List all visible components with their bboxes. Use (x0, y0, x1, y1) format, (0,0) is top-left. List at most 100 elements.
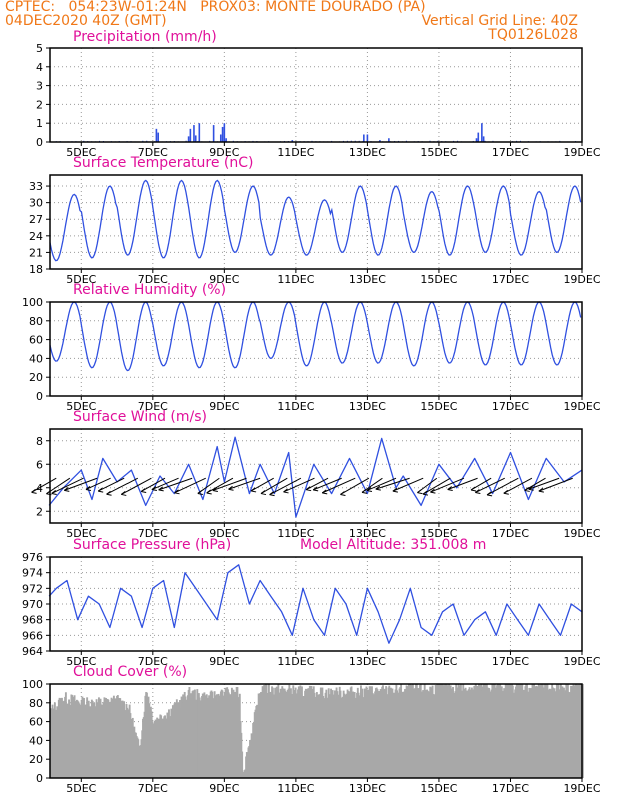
panel-title: Precipitation (mm/h) (73, 29, 217, 45)
y-tick-label: 1 (36, 117, 43, 130)
x-tick-label: 7DEC (138, 400, 168, 413)
wind-vector (97, 477, 125, 492)
wind-arrowhead (306, 489, 312, 492)
y-tick-label: 24 (29, 230, 43, 243)
wind-arrowhead (97, 487, 103, 492)
model-altitude-label: Model Altitude: 351.008 m (300, 537, 486, 553)
panel-frame (49, 683, 583, 779)
header-grid-line: Vertical Grid Line: 40Z (421, 13, 578, 29)
x-tick-label: 11DEC (277, 400, 314, 413)
x-tick-label: 17DEC (492, 782, 529, 795)
wind-arrowhead (64, 489, 70, 492)
wind-arrowhead (151, 486, 157, 490)
series-line (48, 564, 583, 644)
wind-arrowhead (98, 490, 104, 493)
wind-arrowhead (51, 492, 57, 495)
wind-arrowhead (197, 492, 203, 495)
precip-bar (366, 134, 369, 142)
y-tick-label: 27 (29, 213, 43, 226)
y-tick-label: 970 (22, 598, 43, 611)
y-tick-label: 972 (22, 582, 43, 595)
wind-arrowhead (269, 494, 275, 497)
x-tick-label: 17DEC (492, 400, 529, 413)
wind-vector (269, 477, 302, 496)
x-tick-label: 17DEC (492, 655, 529, 668)
wind-arrowhead (470, 489, 477, 492)
header-date: 04DEC2020 40Z (GMT) (5, 13, 167, 29)
wind-vector (212, 477, 247, 491)
panel-title: Cloud Cover (%) (73, 664, 187, 680)
wind-arrowhead (475, 489, 480, 493)
x-tick-label: 19DEC (563, 146, 600, 159)
wind-vector (140, 477, 166, 492)
y-tick-label: 4 (36, 61, 43, 74)
precip-bar (225, 138, 227, 142)
x-tick-label: 9DEC (209, 527, 239, 540)
precip-bar (194, 135, 197, 142)
y-tick-label: 0 (36, 390, 43, 403)
wind-arrowhead (283, 488, 288, 493)
y-tick-label: 100 (22, 678, 43, 691)
wind-arrowhead (447, 489, 453, 492)
wind-vector (174, 477, 206, 494)
cloud-bar (581, 684, 584, 778)
wind-vector (366, 477, 397, 491)
wind-arrowhead (321, 489, 327, 494)
wind-arrowhead (470, 486, 476, 491)
x-tick-label: 5DEC (66, 400, 96, 413)
panel-frame (49, 174, 583, 270)
precip-bar (198, 123, 201, 142)
y-tick-label: 966 (22, 629, 43, 642)
precip-bar (379, 140, 381, 142)
panel-frame (49, 301, 583, 397)
y-tick-label: 8 (36, 435, 43, 448)
x-tick-label: 9DEC (209, 400, 239, 413)
wind-arrowhead (422, 493, 429, 496)
y-tick-label: 2 (36, 505, 43, 518)
y-tick-label: 0 (36, 136, 43, 149)
precip-bar (221, 126, 224, 142)
y-tick-label: 6 (36, 458, 43, 471)
x-tick-label: 11DEC (277, 655, 314, 668)
wind-vector (250, 477, 274, 492)
y-tick-label: 968 (22, 614, 43, 627)
wind-arrowhead (422, 490, 428, 495)
wind-arrowhead (260, 493, 267, 496)
x-tick-label: 13DEC (349, 273, 386, 286)
panel-title: Surface Temperature (nC) (73, 155, 254, 171)
x-tick-label: 11DEC (277, 782, 314, 795)
x-tick-label: 19DEC (563, 273, 600, 286)
wind-arrowhead (417, 489, 422, 494)
x-tick-label: 13DEC (349, 146, 386, 159)
wind-arrowhead (158, 489, 164, 492)
wind-arrowhead (538, 490, 544, 493)
wind-vector (538, 477, 573, 492)
wind-vector (475, 477, 505, 493)
wind-arrowhead (228, 488, 234, 491)
wind-arrowhead (430, 491, 436, 494)
wind-arrowhead (31, 488, 36, 493)
wind-arrowhead (120, 491, 126, 495)
wind-vector (85, 477, 111, 490)
wind-arrowhead (475, 492, 481, 495)
wind-arrowhead (212, 487, 218, 491)
precip-bar (482, 136, 485, 142)
y-tick-label: 40 (29, 734, 43, 747)
wind-vector (340, 477, 370, 495)
panel-title: Relative Humidity (%) (73, 282, 226, 298)
header-model-code: TQ0126L028 (488, 27, 578, 43)
wind-arrowhead (63, 486, 69, 491)
precip-bar (187, 136, 190, 142)
wind-arrowhead (151, 489, 157, 492)
x-tick-label: 13DEC (349, 655, 386, 668)
wind-vector (283, 477, 315, 493)
cloud-bar (241, 751, 244, 778)
x-tick-label: 15DEC (420, 655, 457, 668)
wind-arrowhead (538, 487, 544, 492)
x-tick-label: 9DEC (209, 146, 239, 159)
series-line (49, 301, 582, 372)
x-tick-label: 11DEC (277, 146, 314, 159)
y-tick-label: 974 (22, 567, 43, 580)
wind-vector (430, 477, 465, 493)
x-tick-label: 9DEC (209, 782, 239, 795)
